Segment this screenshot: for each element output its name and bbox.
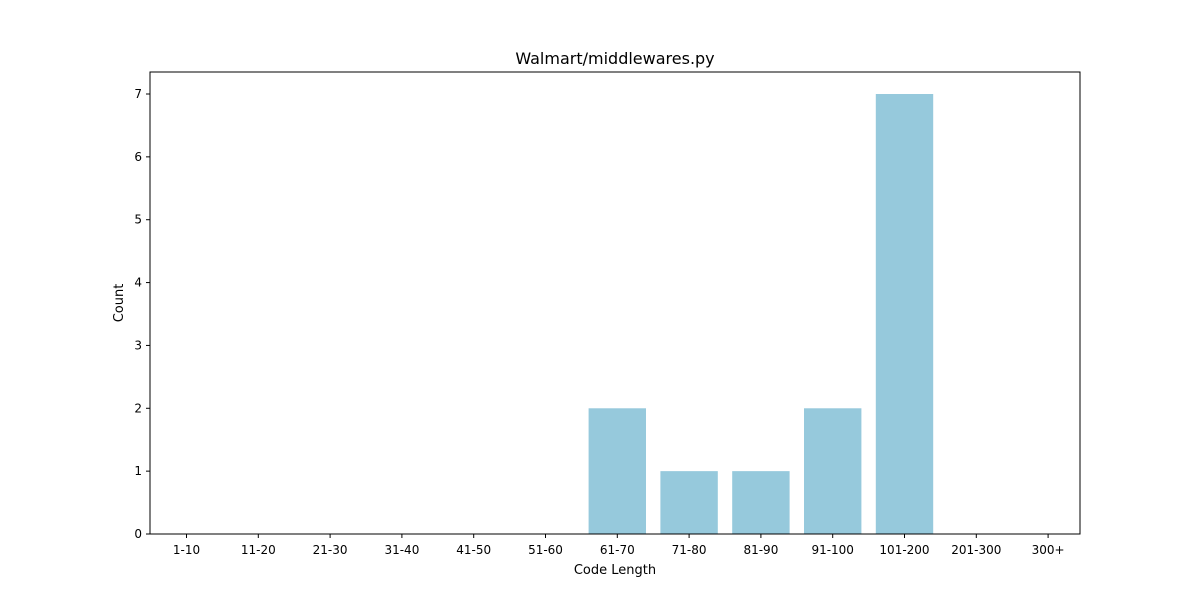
y-tick-label: 0	[134, 527, 142, 541]
y-tick-label: 1	[134, 464, 142, 478]
x-axis-label: Code Length	[574, 563, 656, 578]
chart-title: Walmart/middlewares.py	[515, 49, 714, 68]
bar-101-200	[875, 94, 934, 534]
bar-81-90	[732, 471, 790, 534]
x-tick-label: 41-50	[456, 543, 491, 557]
y-axis-label: Count	[112, 284, 127, 323]
x-tick-label: 11-20	[241, 543, 276, 557]
y-tick-label: 5	[134, 213, 142, 227]
bar-91-100	[804, 408, 862, 534]
bar-61-70	[588, 408, 646, 534]
y-tick-label: 3	[134, 338, 142, 352]
bar-71-80	[660, 471, 718, 534]
x-tick-label: 71-80	[672, 543, 707, 557]
x-tick-label: 51-60	[528, 543, 563, 557]
x-tick-label: 31-40	[384, 543, 419, 557]
y-tick-label: 7	[134, 87, 142, 101]
plot-frame	[149, 71, 1081, 535]
bars-layer	[588, 94, 934, 534]
x-tick-label: 91-100	[811, 543, 854, 557]
x-tick-label: 81-90	[743, 543, 778, 557]
y-tick-label: 6	[134, 150, 142, 164]
x-tick-label: 1-10	[173, 543, 200, 557]
y-tick-label: 2	[134, 401, 142, 415]
y-tick-label: 4	[134, 276, 142, 290]
x-tick-label: 61-70	[600, 543, 635, 557]
x-tick-label: 300+	[1032, 543, 1065, 557]
y-axis: 0 1 2 3 4 5 6 7	[134, 87, 150, 541]
x-tick-label: 101-200	[879, 543, 929, 557]
x-tick-label: 201-300	[951, 543, 1001, 557]
x-tick-label: 21-30	[313, 543, 348, 557]
x-axis: 1-10 11-20 21-30 31-40 41-50 51-60 61-70 71-80 8…	[173, 534, 1065, 557]
